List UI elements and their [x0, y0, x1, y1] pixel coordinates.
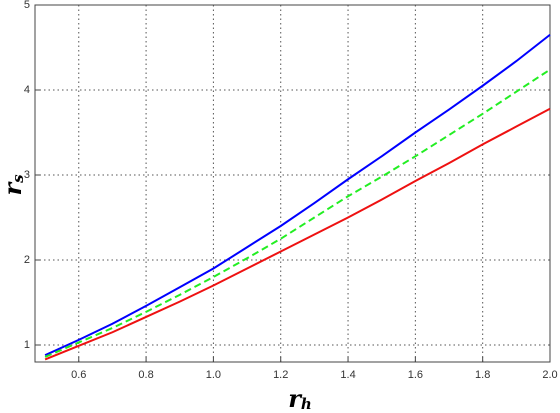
- y-tick-label: 5: [24, 0, 30, 11]
- x-tick-label: 1.8: [475, 369, 490, 381]
- y-tick-label: 1: [24, 339, 30, 351]
- x-label-main: r: [288, 384, 303, 413]
- y-tick-label: 2: [24, 254, 30, 266]
- x-axis-label: rh: [288, 384, 312, 413]
- x-label-sub: h: [301, 395, 312, 413]
- y-tick-label: 3: [24, 169, 30, 181]
- y-label-main: r: [0, 181, 27, 196]
- y-label-sub: s: [9, 174, 27, 183]
- x-tick-label: 1.2: [273, 369, 288, 381]
- x-tick-label: 1.0: [206, 369, 221, 381]
- x-tick-label: 2.0: [542, 369, 557, 381]
- x-tick-label: 1.4: [340, 369, 355, 381]
- plot-frame: [34, 4, 551, 363]
- y-tick-label: 4: [24, 84, 30, 96]
- x-tick-label: 0.8: [138, 369, 153, 381]
- y-axis-label: rs: [0, 174, 27, 196]
- x-tick-label: 0.6: [71, 369, 86, 381]
- series-line: [44, 107, 551, 361]
- x-tick-label: 1.6: [408, 369, 423, 381]
- series-line: [44, 68, 551, 358]
- series-line: [44, 33, 551, 357]
